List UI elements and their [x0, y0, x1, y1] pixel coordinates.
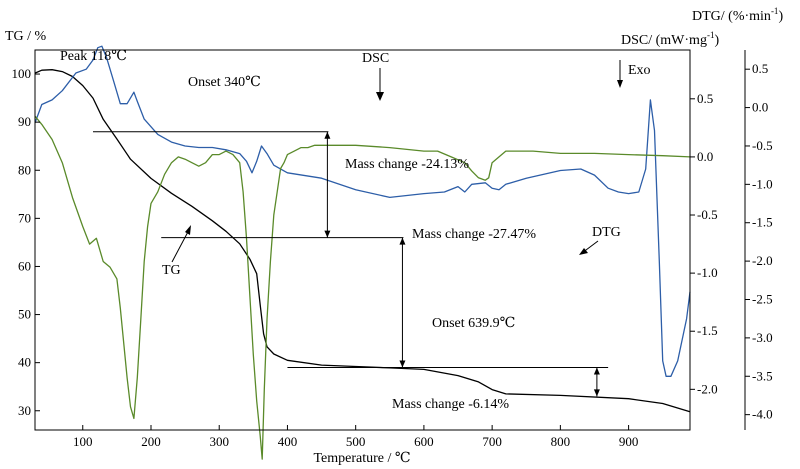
dsc-axis-title: DSC/ (mW·mg-1): [621, 30, 719, 48]
x-tick-label: 600: [414, 434, 434, 449]
y-left-tick-label: 100: [12, 66, 32, 81]
mass-change-2-label: Mass change -27.47%: [412, 227, 536, 242]
y-left-tick-label: 40: [18, 355, 31, 370]
peak-label: Peak 118℃: [60, 49, 127, 64]
tg-arrow-head: [185, 225, 191, 235]
dtg-tick-label: -1.0: [752, 176, 773, 191]
dtg-series-label: DTG: [592, 225, 621, 240]
y-left-tick-label: 50: [18, 307, 31, 322]
tg-series-label: TG: [162, 263, 181, 278]
y-left-tick-label: 90: [18, 114, 31, 129]
mass-change-3-label: Mass change -6.14%: [392, 397, 509, 412]
mass-change-1-label: Mass change -24.13%: [345, 157, 469, 172]
exo-label: Exo: [628, 63, 651, 78]
dsc-tick-label: -1.0: [697, 265, 718, 280]
mass-change-guides: [92, 131, 609, 397]
dsc-tick-label: -1.5: [697, 323, 718, 338]
dtg-tick-label: -4.0: [752, 407, 773, 422]
onset-340-label: Onset 340℃: [188, 75, 261, 90]
x-tick-label: 800: [551, 434, 571, 449]
dsc-tick-label: 0.5: [697, 91, 713, 106]
axis-ticks: 100 200 300 400 500 600 700 800 900 30 40 50 60 70 80 9…: [12, 61, 773, 449]
series-dsc-line: [34, 115, 691, 460]
x-axis-title: Temperature / ℃: [313, 451, 410, 466]
mass-step-arrow-head-bottom-1: [324, 230, 331, 238]
tg-label-arrow: [171, 227, 191, 263]
dsc-tick-label: -2.0: [697, 381, 718, 396]
series-tg-line: [34, 69, 691, 413]
y-left-tick-label: 80: [18, 162, 31, 177]
series-dtg-line: [34, 45, 691, 377]
dsc-tick-label: 0.0: [697, 149, 713, 164]
dtg-arrow-head: [579, 248, 588, 255]
x-tick-label: 500: [346, 434, 366, 449]
dtg-tick-label: -2.0: [752, 253, 773, 268]
y-left-axis-title: TG / %: [5, 29, 47, 44]
plot-frame: [34, 49, 691, 431]
y-left-tick-label: 70: [18, 210, 31, 225]
dtg-tick-label: 0.0: [752, 100, 768, 115]
x-tick-label: 200: [141, 434, 161, 449]
x-tick-label: 900: [619, 434, 639, 449]
dtg-tick-label: -1.5: [752, 215, 773, 230]
dtg-tick-label: 0.5: [752, 61, 768, 76]
mass-step-arrow-head-bottom-3: [593, 389, 600, 397]
dtg-tick-label: -3.5: [752, 368, 773, 383]
dsc-tick-label: -0.5: [697, 207, 718, 222]
mass-step-arrow-head-bottom-2: [399, 360, 406, 368]
dtg-axis-title: DTG/ (%·min-1): [692, 6, 783, 24]
x-tick-label: 100: [73, 434, 93, 449]
y-left-tick-label: 30: [18, 403, 31, 418]
dtg-tick-label: -0.5: [752, 138, 773, 153]
dsc-arrow-head: [376, 92, 384, 101]
y-left-tick-label: 60: [18, 258, 31, 273]
dtg-tick-label: -2.5: [752, 291, 773, 306]
mass-step-arrow-head-top-3: [593, 367, 600, 375]
dsc-series-label: DSC: [362, 51, 389, 66]
onset-639-label: Onset 639.9℃: [432, 316, 515, 331]
x-tick-label: 300: [209, 434, 229, 449]
mass-step-arrow-head-top-1: [324, 131, 331, 139]
x-tick-label: 700: [482, 434, 502, 449]
exo-arrow-head: [617, 80, 623, 88]
dtg-tick-label: -3.0: [752, 330, 773, 345]
x-tick-label: 400: [278, 434, 298, 449]
mass-step-arrow-head-top-2: [399, 237, 406, 245]
series-layer: [34, 45, 691, 460]
